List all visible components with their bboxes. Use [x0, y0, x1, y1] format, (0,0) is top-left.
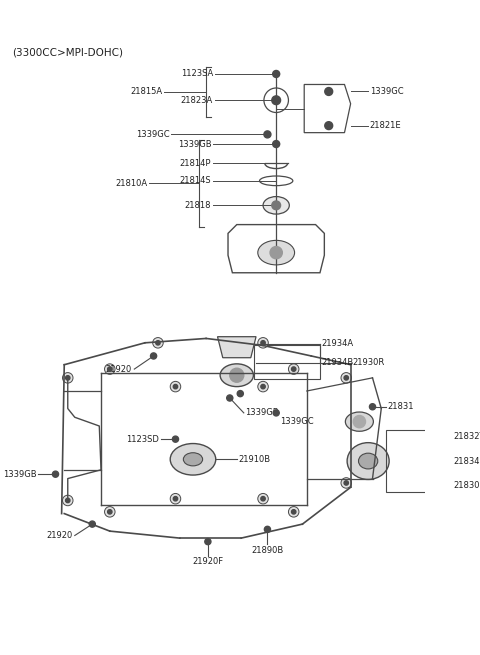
Text: 21821E: 21821E [370, 121, 401, 130]
Circle shape [291, 367, 296, 371]
Circle shape [264, 527, 271, 533]
Text: 21890B: 21890B [252, 546, 284, 555]
Circle shape [62, 373, 73, 383]
Text: 21920F: 21920F [192, 557, 223, 567]
Ellipse shape [347, 443, 389, 479]
Ellipse shape [170, 443, 216, 475]
Text: (3300CC>MPI-DOHC): (3300CC>MPI-DOHC) [12, 48, 123, 58]
Circle shape [272, 201, 281, 210]
Text: 1339GC: 1339GC [370, 87, 404, 96]
Text: 1339GC: 1339GC [281, 417, 314, 426]
Text: 21830: 21830 [453, 481, 480, 490]
Circle shape [288, 506, 299, 517]
Circle shape [237, 390, 243, 397]
Text: 21930R: 21930R [352, 358, 384, 367]
Circle shape [66, 376, 70, 380]
Text: 21815A: 21815A [130, 87, 162, 96]
Text: 1339GB: 1339GB [2, 470, 36, 479]
Circle shape [227, 395, 233, 401]
Circle shape [108, 367, 112, 371]
Circle shape [341, 373, 351, 383]
Circle shape [151, 353, 156, 359]
Circle shape [288, 364, 299, 375]
Ellipse shape [359, 453, 378, 469]
Circle shape [172, 436, 179, 442]
Text: 1339GB: 1339GB [178, 140, 211, 149]
Circle shape [170, 381, 181, 392]
Text: 1123SA: 1123SA [181, 69, 213, 79]
Circle shape [205, 538, 211, 545]
Circle shape [273, 71, 280, 77]
Text: 1123SD: 1123SD [126, 435, 159, 443]
Circle shape [261, 341, 265, 345]
Circle shape [153, 337, 163, 348]
Ellipse shape [346, 412, 373, 431]
Text: 21810A: 21810A [115, 179, 147, 188]
Circle shape [105, 364, 115, 375]
Circle shape [52, 471, 59, 477]
Circle shape [291, 510, 296, 514]
Text: 21814P: 21814P [180, 159, 211, 168]
Circle shape [170, 493, 181, 504]
Circle shape [325, 122, 333, 130]
Circle shape [258, 493, 268, 504]
Circle shape [325, 88, 333, 96]
Text: 21834: 21834 [453, 457, 480, 466]
Polygon shape [217, 337, 256, 358]
Circle shape [258, 381, 268, 392]
Ellipse shape [220, 364, 253, 386]
Text: 21920: 21920 [47, 531, 73, 540]
Circle shape [344, 481, 348, 485]
Circle shape [270, 246, 282, 259]
Circle shape [272, 96, 281, 105]
Circle shape [261, 384, 265, 389]
Text: 21831: 21831 [387, 402, 414, 411]
Circle shape [62, 495, 73, 506]
Ellipse shape [263, 196, 289, 214]
Text: 1339GC: 1339GC [136, 130, 169, 139]
Text: 21823A: 21823A [181, 96, 213, 105]
Circle shape [258, 337, 268, 348]
Circle shape [273, 141, 280, 147]
Text: 21832T: 21832T [453, 432, 480, 441]
Circle shape [273, 410, 279, 416]
Circle shape [108, 510, 112, 514]
Circle shape [156, 341, 160, 345]
Text: 21818: 21818 [185, 201, 211, 210]
Circle shape [66, 498, 70, 502]
Circle shape [173, 384, 178, 389]
Circle shape [344, 376, 348, 380]
Text: 21814S: 21814S [180, 176, 211, 185]
Circle shape [105, 506, 115, 517]
Circle shape [341, 477, 351, 488]
Circle shape [173, 496, 178, 501]
Text: 21920: 21920 [106, 365, 132, 373]
Circle shape [370, 403, 375, 410]
Circle shape [264, 131, 271, 138]
Text: 1339GB: 1339GB [246, 408, 279, 417]
Circle shape [353, 415, 365, 428]
Text: 21934A: 21934A [322, 339, 354, 348]
Text: 21910B: 21910B [239, 455, 271, 464]
Text: 21934B: 21934B [322, 358, 354, 367]
Circle shape [230, 368, 244, 383]
Circle shape [261, 496, 265, 501]
Ellipse shape [258, 240, 295, 265]
Circle shape [89, 521, 96, 527]
Ellipse shape [183, 453, 203, 466]
